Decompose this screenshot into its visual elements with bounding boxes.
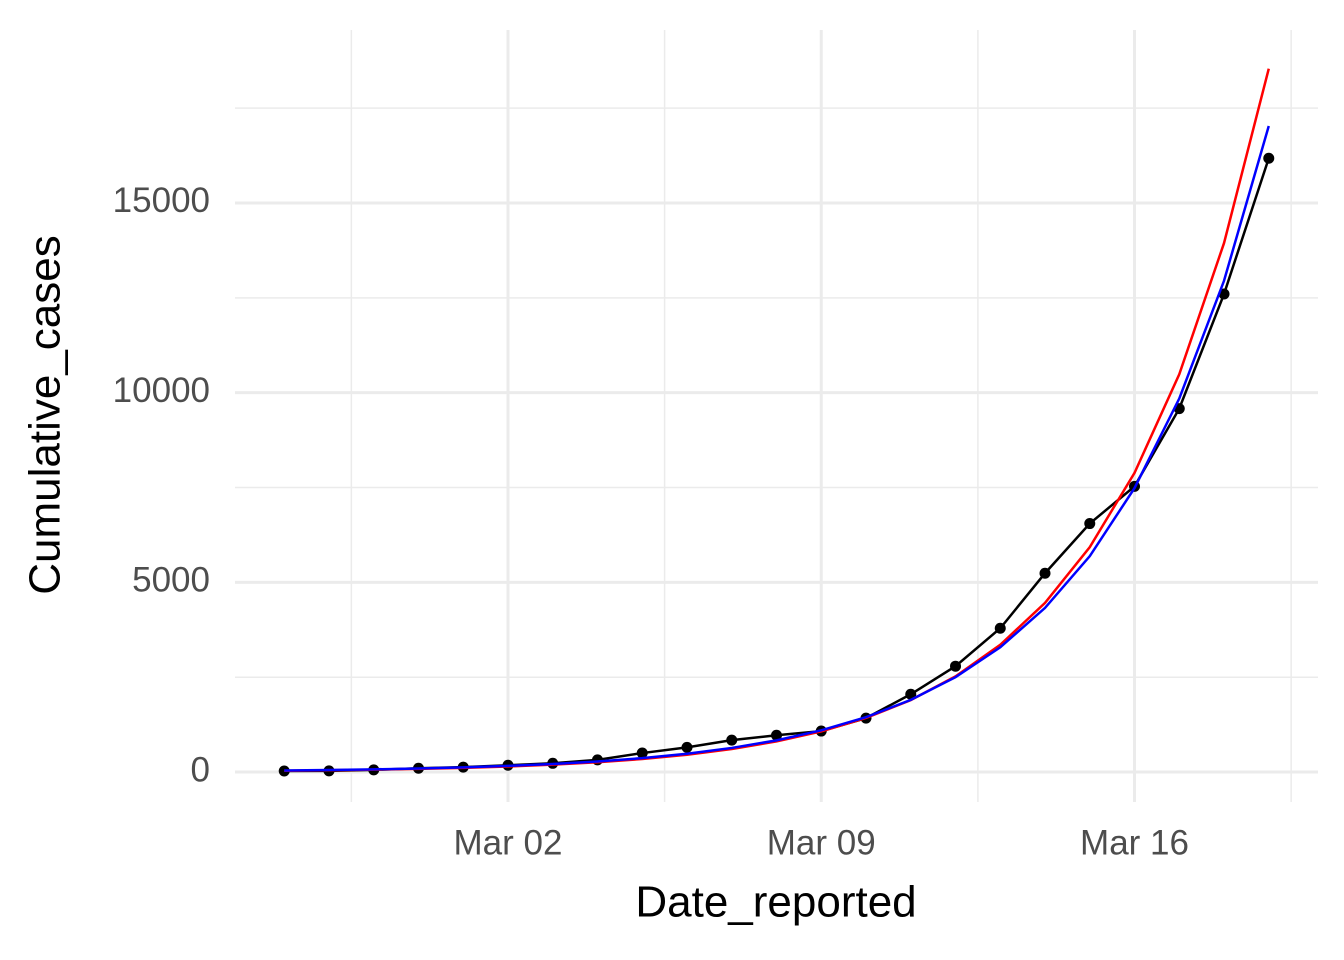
data-point xyxy=(591,754,603,766)
series-line xyxy=(284,125,1270,772)
y-tick-label: 10000 xyxy=(113,371,210,410)
x-axis-title: Date_reported xyxy=(635,878,916,927)
data-point xyxy=(905,688,917,700)
data-point xyxy=(1084,518,1096,530)
y-tick-label: 0 xyxy=(191,750,210,789)
x-tick-label: Mar 02 xyxy=(454,823,563,862)
y-axis-title: Cumulative_cases xyxy=(21,235,70,595)
data-point xyxy=(994,622,1006,634)
data-point xyxy=(771,729,782,741)
y-tick-label: 5000 xyxy=(132,561,210,600)
series-line xyxy=(284,157,1270,773)
y-tick-label: 15000 xyxy=(113,181,210,220)
data-point xyxy=(1263,152,1275,164)
x-tick-label: Mar 16 xyxy=(1080,823,1189,862)
data-point xyxy=(681,741,693,753)
data-point xyxy=(726,734,738,746)
x-tick-label: Mar 09 xyxy=(767,823,876,862)
data-point xyxy=(950,660,962,672)
data-point xyxy=(1039,567,1051,579)
series-line xyxy=(284,68,1270,772)
data-point xyxy=(278,765,290,777)
data-point xyxy=(636,747,648,759)
